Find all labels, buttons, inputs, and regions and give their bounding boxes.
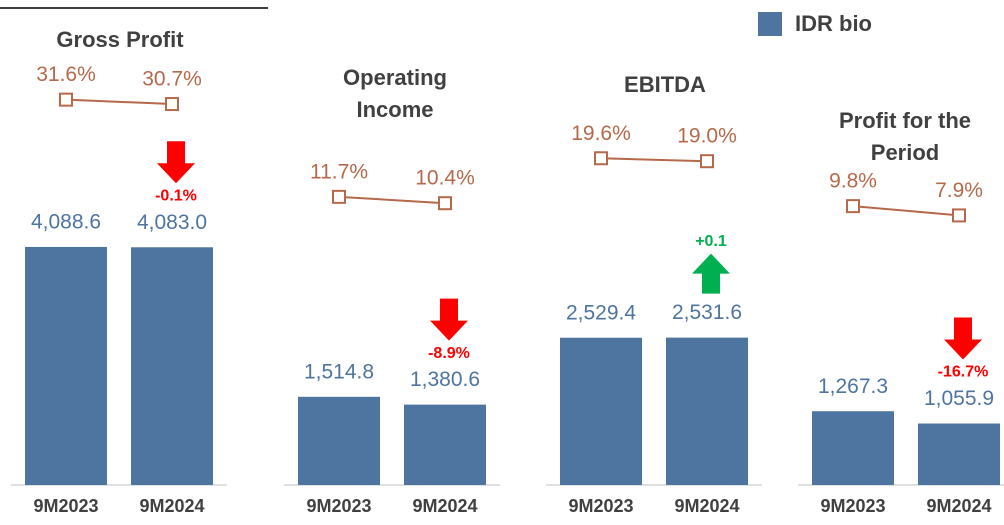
- margin-marker: [846, 199, 860, 214]
- change-label: -16.7%: [938, 364, 989, 381]
- margin-label: 10.4%: [415, 167, 475, 190]
- margin-label: 19.0%: [677, 125, 737, 148]
- bar: [25, 246, 107, 485]
- margin-marker: [165, 97, 179, 112]
- x-tick-label: 9M2023: [306, 496, 371, 516]
- bar: [918, 423, 1000, 485]
- legend-swatch: [758, 12, 782, 36]
- panel-title: Operating Income: [343, 65, 447, 122]
- bar: [666, 337, 748, 485]
- margin-label: 30.7%: [142, 68, 202, 91]
- x-tick-label: 9M2024: [674, 496, 739, 516]
- value-label: 1,380.6: [410, 368, 480, 391]
- margin-label: 31.6%: [36, 63, 96, 86]
- margin-marker: [594, 151, 608, 166]
- margin-line: [600, 157, 708, 163]
- margin-marker: [438, 196, 452, 211]
- value-label: 4,088.6: [31, 210, 101, 233]
- margin-label: 7.9%: [935, 179, 983, 202]
- margin-line: [338, 195, 446, 205]
- margin-marker: [59, 92, 73, 107]
- margin-marker: [952, 208, 966, 223]
- margin-marker: [332, 189, 346, 204]
- x-tick-label: 9M2024: [926, 496, 991, 516]
- bar: [812, 411, 894, 485]
- bar: [298, 396, 380, 485]
- change-arrow: [692, 253, 730, 294]
- margin-label: 9.8%: [829, 170, 877, 193]
- bar: [131, 247, 213, 485]
- value-label: 1,055.9: [924, 387, 994, 410]
- margin-line: [852, 205, 960, 217]
- change-label: -8.9%: [428, 345, 470, 362]
- x-tick-label: 9M2024: [412, 496, 477, 516]
- bar: [560, 337, 642, 485]
- change-arrow: [944, 317, 982, 360]
- value-label: 2,529.4: [566, 301, 636, 324]
- change-arrow: [430, 298, 468, 341]
- change-label: -0.1%: [155, 187, 197, 204]
- margin-marker: [700, 154, 714, 169]
- value-label: 1,514.8: [304, 360, 374, 383]
- margin-label: 19.6%: [571, 122, 631, 145]
- x-tick-label: 9M2023: [568, 496, 633, 516]
- panel-title: Gross Profit: [56, 27, 184, 52]
- margin-line: [65, 98, 173, 106]
- change-arrow: [157, 141, 195, 184]
- legend-label: IDR bio: [795, 11, 872, 36]
- panel-title: Profit for the Period: [839, 108, 971, 165]
- margin-label: 11.7%: [310, 160, 368, 183]
- value-label: 2,531.6: [672, 301, 742, 324]
- value-label: 1,267.3: [818, 375, 888, 398]
- x-tick-label: 9M2023: [33, 496, 98, 516]
- x-tick-label: 9M2023: [820, 496, 885, 516]
- value-label: 4,083.0: [137, 211, 207, 234]
- panel-title: EBITDA: [624, 72, 706, 97]
- x-tick-label: 9M2024: [139, 496, 204, 516]
- change-label: +0.1: [695, 233, 727, 250]
- bar: [404, 404, 486, 485]
